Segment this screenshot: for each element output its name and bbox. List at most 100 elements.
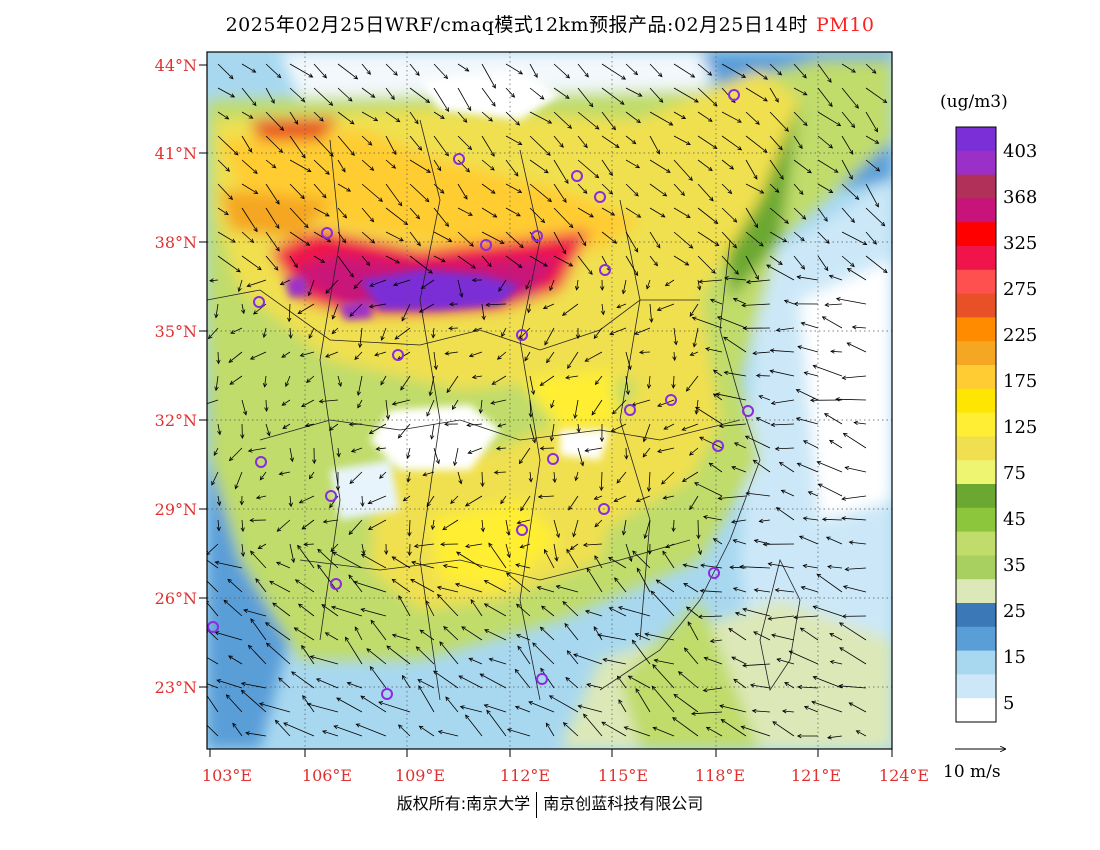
wind-arrow-head — [216, 526, 221, 532]
wind-arrow-head — [397, 201, 403, 207]
wind-arrow — [277, 519, 291, 532]
wind-arrow-head — [437, 730, 443, 735]
wind-arrow-head — [631, 139, 637, 145]
wind-arrow-head — [245, 731, 250, 736]
wind-arrow-head — [741, 73, 747, 78]
wind-arrow-head — [467, 106, 472, 112]
wind-arrow-head — [506, 531, 511, 536]
wind-arrow-head — [586, 683, 591, 688]
wind-arrow — [797, 463, 819, 473]
wind-arrow — [433, 447, 440, 464]
wind-arrow — [368, 495, 387, 504]
wind-arrow — [265, 183, 280, 205]
wind-arrow — [649, 255, 658, 266]
wind-arrow-head — [516, 520, 522, 525]
wind-arrow — [207, 580, 219, 593]
wind-arrow — [229, 447, 243, 461]
wind-arrow-head — [230, 93, 236, 98]
wind-arrow — [662, 550, 675, 569]
wind-arrow-head — [807, 491, 813, 496]
wind-arrow-head — [496, 355, 502, 360]
wind-arrow-head — [873, 127, 879, 133]
wind-arrow-head — [552, 478, 557, 484]
wind-arrow — [653, 727, 675, 737]
wind-arrow — [241, 87, 257, 106]
wind-arrow-head — [664, 281, 670, 287]
wind-arrow — [385, 87, 395, 100]
wind-arrow-head — [450, 499, 455, 505]
wind-arrow-head — [547, 197, 552, 203]
wind-arrow — [694, 482, 723, 497]
wind-arrow — [776, 507, 795, 521]
wind-arrow — [817, 183, 833, 193]
wind-arrow — [481, 111, 493, 122]
wind-arrow — [529, 375, 535, 395]
wind-arrow — [793, 111, 808, 126]
wind-arrow — [359, 327, 363, 348]
wind-arrow-head — [417, 679, 422, 684]
wind-arrow — [577, 207, 594, 218]
wind-arrow — [733, 678, 747, 689]
wind-arrow — [673, 135, 691, 145]
wind-arrow — [697, 207, 718, 224]
wind-arrow — [457, 207, 473, 216]
wind-arrow — [728, 628, 747, 641]
wind-arrow-head — [608, 607, 614, 612]
wind-arrow-head — [846, 268, 852, 273]
colorbar-swatch — [956, 246, 996, 271]
wind-arrow — [771, 634, 795, 641]
wind-arrow — [700, 564, 723, 569]
wind-arrow — [281, 399, 291, 406]
wind-arrow — [484, 704, 507, 713]
wind-arrow — [216, 679, 243, 689]
wind-arrow — [438, 731, 459, 737]
wind-arrow — [528, 701, 555, 713]
colorbar-swatch — [956, 412, 996, 437]
wind-arrow — [721, 63, 746, 78]
wind-arrow-head — [635, 498, 641, 503]
wind-arrow-head — [616, 479, 621, 484]
wind-arrow-head — [802, 91, 808, 96]
wind-arrow-head — [709, 298, 715, 303]
wind-arrow-head — [214, 386, 219, 392]
wind-arrow — [721, 719, 747, 737]
wind-arrow — [697, 111, 713, 122]
wind-arrow — [398, 595, 411, 617]
wind-arrow-head — [583, 713, 588, 719]
wind-arrow — [289, 207, 309, 228]
wind-arrow — [517, 519, 531, 524]
wind-arrow — [673, 87, 699, 103]
wind-arrow — [583, 713, 603, 737]
wind-arrow-head — [631, 639, 637, 645]
wind-arrow-head — [593, 626, 598, 631]
wind-arrow — [313, 63, 327, 79]
wind-arrow-head — [367, 141, 373, 146]
wind-arrow — [817, 159, 839, 173]
wind-arrow — [505, 207, 521, 217]
wind-arrow — [524, 351, 531, 361]
wind-arrow-head — [499, 239, 505, 244]
wind-arrow-head — [231, 238, 236, 243]
colorbar-swatch — [956, 127, 996, 152]
colorbar-label: 175 — [1003, 371, 1038, 392]
lon-label-109: 109°E — [394, 766, 446, 785]
wind-arrow-head — [369, 282, 375, 287]
wind-arrow — [361, 543, 365, 555]
wind-arrow-head — [301, 153, 306, 159]
wind-arrow — [228, 655, 243, 665]
wind-arrow-head — [782, 238, 788, 243]
colorbar-swatch — [956, 531, 996, 556]
wind-arrow — [540, 447, 555, 449]
wind-arrow — [409, 183, 430, 202]
wind-arrow — [692, 317, 723, 329]
wind-arrow — [733, 587, 747, 593]
wind-arrow-head — [871, 69, 877, 74]
wind-arrow-head — [481, 315, 486, 321]
wind-arrow-head — [451, 405, 457, 410]
wind-arrow-head — [367, 500, 373, 505]
wind-arrow — [577, 231, 587, 246]
wind-arrow — [731, 656, 747, 665]
wind-arrow-head — [656, 243, 661, 249]
wind-arrow-head — [621, 289, 627, 295]
wind-arrow — [601, 159, 613, 176]
